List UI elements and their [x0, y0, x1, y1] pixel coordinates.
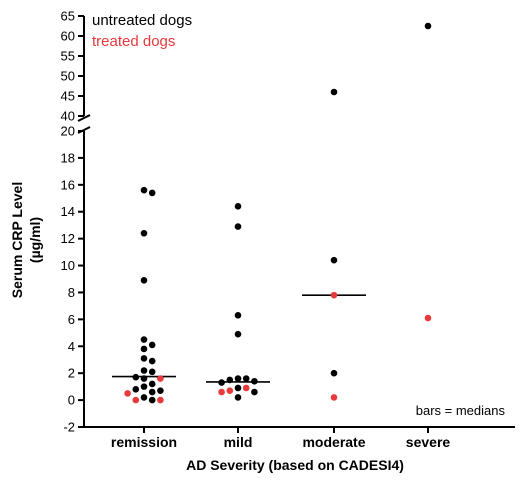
y-lower-tick-label: 20	[61, 124, 75, 139]
point-untreated	[140, 383, 148, 390]
point-untreated	[157, 387, 164, 394]
point-treated	[226, 387, 234, 394]
point-untreated	[140, 375, 148, 382]
point-untreated	[132, 386, 140, 393]
point-treated	[330, 394, 338, 401]
point-untreated	[140, 355, 148, 362]
point-treated	[157, 375, 164, 382]
y-axis-title-line1: Serum CRP Level	[9, 182, 25, 298]
point-untreated	[234, 394, 242, 401]
x-tick-label-remission: remission	[111, 434, 177, 450]
y-upper-tick-label: 65	[61, 9, 75, 24]
point-untreated	[148, 189, 156, 197]
point-untreated	[330, 88, 338, 96]
annotation-bars-medians: bars = medians	[416, 403, 506, 418]
y-lower-tick-label: 18	[61, 150, 75, 165]
point-treated	[157, 396, 164, 404]
y-lower-tick-label: 10	[61, 258, 75, 273]
point-untreated	[424, 22, 432, 30]
y-lower-tick-label: 4	[68, 339, 75, 354]
y-upper-tick-label: 60	[61, 29, 75, 44]
x-axis-title: AD Severity (based on CADESI4)	[186, 457, 404, 473]
y-lower-tick-label: 6	[68, 312, 75, 327]
point-untreated	[218, 379, 225, 386]
point-treated	[132, 396, 140, 404]
x-tick-label-severe: severe	[406, 434, 451, 450]
point-treated	[242, 384, 250, 392]
point-untreated	[251, 377, 258, 385]
point-untreated	[148, 368, 156, 376]
data-points	[124, 22, 432, 404]
point-untreated	[148, 380, 156, 388]
point-untreated	[148, 396, 156, 404]
point-untreated	[140, 186, 148, 194]
y-lower-tick-label: 0	[68, 393, 75, 408]
point-untreated	[330, 256, 338, 264]
y-axis-break-mark	[77, 114, 91, 122]
point-untreated	[234, 223, 242, 230]
y-lower-tick-label: -2	[63, 420, 75, 435]
point-untreated	[234, 375, 242, 382]
point-untreated	[330, 369, 338, 377]
x-tick-label-moderate: moderate	[302, 434, 365, 450]
point-untreated	[148, 341, 156, 349]
y-lower-tick-label: 2	[68, 366, 75, 381]
point-untreated	[140, 229, 148, 237]
point-untreated	[242, 375, 250, 382]
y-upper-tick-label: 40	[61, 109, 75, 124]
y-upper-tick-label: 55	[61, 49, 75, 64]
point-untreated	[140, 367, 148, 374]
point-treated	[218, 388, 225, 396]
y-lower-tick-label: 14	[61, 204, 75, 219]
y-lower-tick-label: 12	[61, 231, 75, 246]
point-untreated	[148, 388, 156, 396]
median-bars	[112, 294, 366, 383]
point-untreated	[234, 330, 242, 338]
point-untreated	[234, 384, 242, 392]
axes: 40 45 50 55 60 65 -2 0 2 4 6 8 10 12 14 16 18 20 remission…	[61, 9, 515, 450]
point-untreated	[234, 312, 242, 319]
x-tick-label-mild: mild	[224, 434, 253, 450]
point-untreated	[132, 373, 140, 381]
point-untreated	[234, 203, 242, 210]
point-untreated	[140, 394, 148, 401]
point-untreated	[140, 277, 148, 284]
legend-untreated: untreated dogs	[92, 12, 192, 29]
y-upper-tick-label: 50	[61, 69, 75, 84]
y-axis-title-line2: (µg/ml)	[27, 217, 43, 263]
point-treated	[124, 390, 131, 397]
point-untreated	[140, 336, 148, 343]
point-untreated	[226, 376, 234, 384]
y-lower-tick-label: 8	[68, 285, 75, 300]
point-treated	[424, 314, 432, 322]
point-untreated	[148, 357, 156, 365]
point-untreated	[251, 388, 258, 396]
point-treated	[330, 291, 338, 299]
y-upper-tick-label: 45	[61, 89, 75, 104]
point-untreated	[140, 345, 148, 353]
legend-treated: treated dogs	[92, 33, 175, 50]
y-lower-tick-label: 16	[61, 177, 75, 192]
